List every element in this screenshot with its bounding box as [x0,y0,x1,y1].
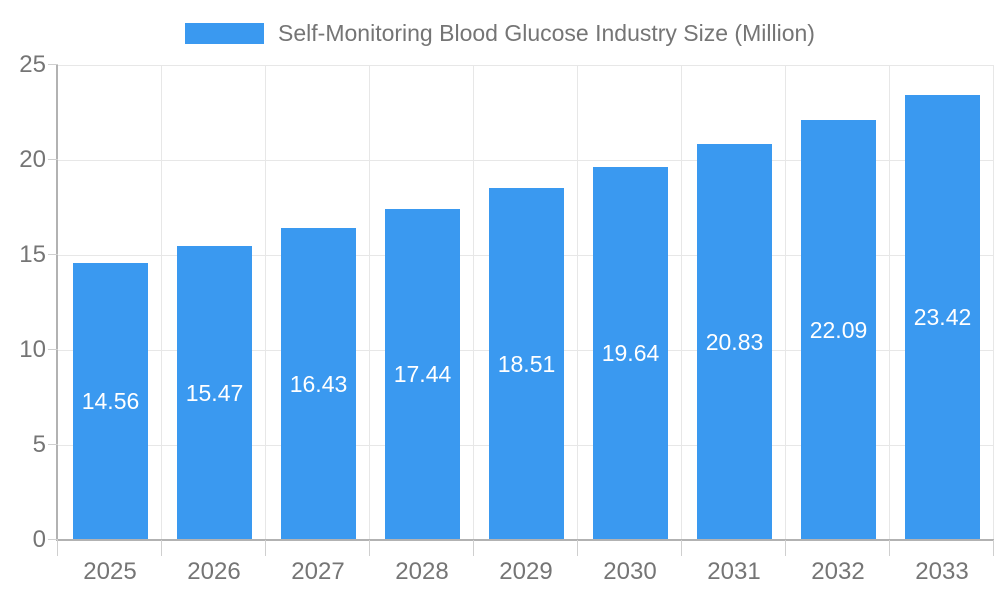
y-axis-tick-label: 0 [32,526,46,553]
y-axis-tick-label: 10 [19,336,46,363]
bar-value-label: 14.56 [81,388,140,414]
plot-area: 14.56 15.47 16.43 17.44 18.51 19.64 20.83 22.09… [58,64,994,540]
bar: 17.44 [385,209,460,540]
bar: 14.56 [73,263,148,540]
y-axis-tick [48,159,58,160]
chart-legend: Self-Monitoring Blood Glucose Industry S… [0,18,1000,48]
v-gridline [993,65,994,540]
x-axis-tick-label: 2025 [83,558,137,585]
y-axis-line [56,65,58,540]
y-axis-tick-label: 15 [19,241,46,268]
y-axis-tick-label: 25 [19,51,46,78]
bar: 19.64 [593,167,668,540]
v-gridline [889,65,890,540]
h-gridline [58,64,994,66]
bar-value-label: 19.64 [601,340,660,366]
x-axis-tick [681,540,682,556]
legend-series-label: Self-Monitoring Blood Glucose Industry S… [278,19,815,46]
x-axis-tick [785,540,786,556]
x-axis-tick [369,540,370,556]
x-axis-tick [889,540,890,556]
legend-swatch [185,22,265,44]
x-axis-line [56,539,994,541]
bar: 23.42 [905,95,980,540]
x-axis-tick [265,540,266,556]
x-axis-tick [161,540,162,556]
v-gridline [369,65,370,540]
x-axis-tick-label: 2029 [499,558,553,585]
x-axis-tick [993,540,994,556]
bar-value-label: 18.51 [497,350,556,377]
x-axis-tick-label: 2027 [291,558,345,585]
x-axis-tick [473,540,474,556]
bar: 16.43 [281,228,356,540]
bar-value-label: 17.44 [393,361,452,387]
bar-value-label: 15.47 [185,379,244,406]
bar: 20.83 [697,144,772,540]
y-axis-tick [48,254,58,255]
v-gridline [785,65,786,540]
v-gridline [681,65,682,540]
bar: 22.09 [801,120,876,540]
x-axis-tick-label: 2032 [811,558,865,585]
x-axis-tick-label: 2031 [707,558,761,585]
y-axis-tick [48,539,58,540]
y-axis-tick [48,444,58,445]
bar-value-label: 16.43 [289,370,348,397]
y-axis-tick-label: 20 [19,146,46,173]
y-axis-tick [48,64,58,65]
bar-value-label: 22.09 [809,316,868,343]
v-gridline [161,65,162,540]
v-gridline [473,65,474,540]
v-gridline [265,65,266,540]
bar: 15.47 [177,246,252,540]
bar: 18.51 [489,188,564,540]
v-gridline [577,65,578,540]
x-axis-tick-label: 2030 [603,558,657,585]
x-axis-tick [57,540,58,556]
x-axis-tick-label: 2026 [187,558,241,585]
h-gridline [58,159,994,161]
y-axis-tick-label: 5 [32,431,46,458]
bar-value-label: 23.42 [913,304,972,330]
x-axis-tick [577,540,578,556]
bar-value-label: 20.83 [705,328,764,355]
y-axis-tick [48,349,58,350]
x-axis-tick-label: 2033 [915,558,969,585]
x-axis-tick-label: 2028 [395,558,449,585]
